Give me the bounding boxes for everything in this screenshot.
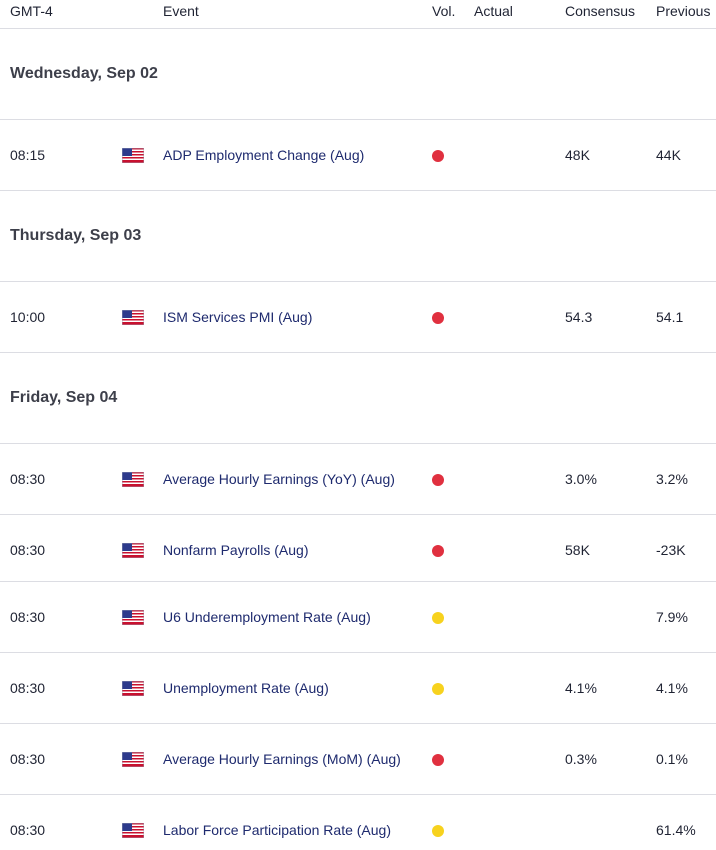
header-event: Event xyxy=(163,3,199,19)
medium-volatility-icon xyxy=(432,825,444,837)
event-time: 08:30 xyxy=(10,751,46,767)
event-name-link[interactable]: Nonfarm Payrolls (Aug) xyxy=(163,542,309,558)
high-volatility-icon xyxy=(432,474,444,486)
header-previous: Previous xyxy=(656,3,711,19)
event-time: 08:15 xyxy=(10,147,46,163)
us-flag-icon xyxy=(122,823,144,838)
medium-volatility-icon xyxy=(432,612,444,624)
day-title: Friday, Sep 04 xyxy=(10,389,118,406)
header-vol: Vol. xyxy=(432,3,456,19)
table-row[interactable]: 08:30 Labor Force Participation Rate (Au… xyxy=(0,795,716,850)
event-name-link[interactable]: ADP Employment Change (Aug) xyxy=(163,147,365,163)
table-row[interactable]: 10:00 ISM Services PMI (Aug) 54.3 54.1 xyxy=(0,282,716,353)
calendar-header: GMT-4 Event Vol. Actual Consensus Previo… xyxy=(0,0,716,29)
us-flag-icon xyxy=(122,472,144,487)
us-flag-icon xyxy=(122,310,144,325)
us-flag-icon xyxy=(122,752,144,767)
previous-value: 4.1% xyxy=(656,680,688,696)
consensus-value: 58K xyxy=(565,542,590,558)
previous-value: 61.4% xyxy=(656,822,696,838)
header-timezone: GMT-4 xyxy=(10,3,53,19)
header-actual: Actual xyxy=(474,3,513,19)
table-row[interactable]: 08:30 Unemployment Rate (Aug) 4.1% 4.1% xyxy=(0,653,716,724)
day-section: Wednesday, Sep 02 xyxy=(0,29,716,120)
table-row[interactable]: 08:30 Nonfarm Payrolls (Aug) 58K -23K xyxy=(0,515,716,582)
us-flag-icon xyxy=(122,543,144,558)
high-volatility-icon xyxy=(432,754,444,766)
consensus-value: 3.0% xyxy=(565,471,597,487)
previous-value: 54.1 xyxy=(656,309,684,325)
table-row[interactable]: 08:30 U6 Underemployment Rate (Aug) 7.9% xyxy=(0,582,716,653)
consensus-value: 48K xyxy=(565,147,590,163)
event-name-link[interactable]: Unemployment Rate (Aug) xyxy=(163,680,329,696)
high-volatility-icon xyxy=(432,312,444,324)
event-time: 08:30 xyxy=(10,471,46,487)
event-time: 08:30 xyxy=(10,542,46,558)
event-time: 08:30 xyxy=(10,680,46,696)
event-name-link[interactable]: Labor Force Participation Rate (Aug) xyxy=(163,822,391,838)
consensus-value: 4.1% xyxy=(565,680,597,696)
high-volatility-icon xyxy=(432,150,444,162)
us-flag-icon xyxy=(122,681,144,696)
header-consensus: Consensus xyxy=(565,3,636,19)
event-name-link[interactable]: Average Hourly Earnings (YoY) (Aug) xyxy=(163,471,395,487)
us-flag-icon xyxy=(122,610,144,625)
event-time: 08:30 xyxy=(10,822,46,838)
day-title: Thursday, Sep 03 xyxy=(10,227,142,244)
event-time: 08:30 xyxy=(10,609,46,625)
medium-volatility-icon xyxy=(432,683,444,695)
table-row[interactable]: 08:15 ADP Employment Change (Aug) 48K 44… xyxy=(0,120,716,191)
day-section: Friday, Sep 04 xyxy=(0,353,716,444)
previous-value: 0.1% xyxy=(656,751,688,767)
us-flag-icon xyxy=(122,148,144,163)
table-row[interactable]: 08:30 Average Hourly Earnings (YoY) (Aug… xyxy=(0,444,716,515)
event-name-link[interactable]: Average Hourly Earnings (MoM) (Aug) xyxy=(163,751,401,767)
high-volatility-icon xyxy=(432,545,444,557)
day-title: Wednesday, Sep 02 xyxy=(10,65,158,82)
day-section: Thursday, Sep 03 xyxy=(0,191,716,282)
consensus-value: 0.3% xyxy=(565,751,597,767)
previous-value: 3.2% xyxy=(656,471,688,487)
previous-value: 7.9% xyxy=(656,609,688,625)
event-time: 10:00 xyxy=(10,309,46,325)
previous-value: -23K xyxy=(656,542,686,558)
previous-value: 44K xyxy=(656,147,681,163)
event-name-link[interactable]: U6 Underemployment Rate (Aug) xyxy=(163,609,371,625)
event-name-link[interactable]: ISM Services PMI (Aug) xyxy=(163,309,313,325)
consensus-value: 54.3 xyxy=(565,309,593,325)
table-row[interactable]: 08:30 Average Hourly Earnings (MoM) (Aug… xyxy=(0,724,716,795)
